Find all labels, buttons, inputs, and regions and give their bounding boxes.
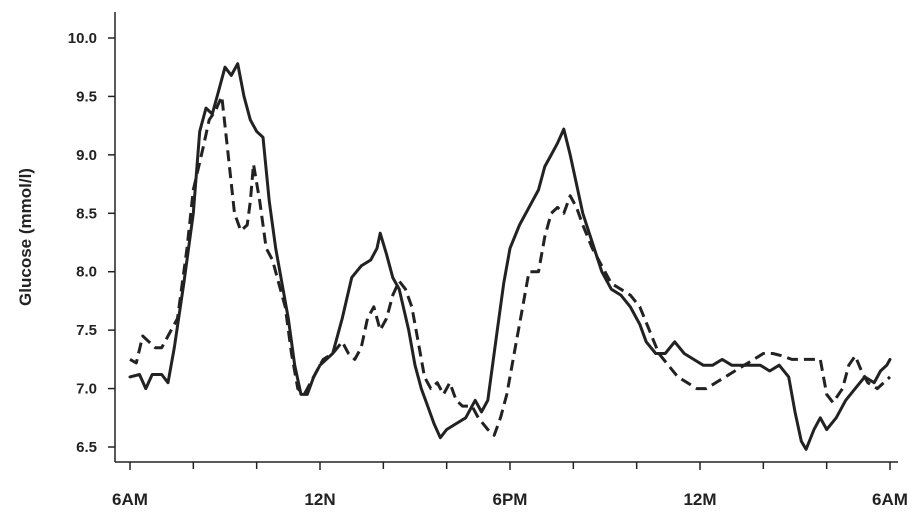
y-tick-label: 9.5 bbox=[76, 88, 97, 105]
y-tick-label: 8.5 bbox=[76, 205, 97, 222]
y-tick-label: 8.0 bbox=[76, 264, 97, 281]
y-tick-label: 9.0 bbox=[76, 147, 97, 164]
y-tick-label: 10.0 bbox=[68, 30, 97, 47]
y-tick-label: 6.5 bbox=[76, 439, 97, 456]
x-tick-label: 12M bbox=[683, 490, 716, 509]
x-tick-label: 6AM bbox=[872, 490, 908, 509]
y-ticks: 6.5 7.0 7.5 8.0 8.5 9.0 9.5 10.0 bbox=[68, 30, 115, 456]
series-line-dashed bbox=[129, 94, 892, 437]
y-tick-label: 7.5 bbox=[76, 322, 97, 339]
plot-lines bbox=[128, 62, 892, 451]
series-line-solid bbox=[128, 62, 892, 451]
x-tick-label: 6PM bbox=[493, 490, 528, 509]
y-tick-label: 7.0 bbox=[76, 381, 97, 398]
x-tick-label: 6AM bbox=[112, 490, 148, 509]
axes bbox=[114, 12, 898, 463]
x-tick-label: 12N bbox=[304, 490, 335, 509]
x-ticks: 6AM 12N 6PM 12M 6AM bbox=[112, 462, 908, 509]
y-axis-title: Glucose (mmol/l) bbox=[16, 168, 35, 306]
